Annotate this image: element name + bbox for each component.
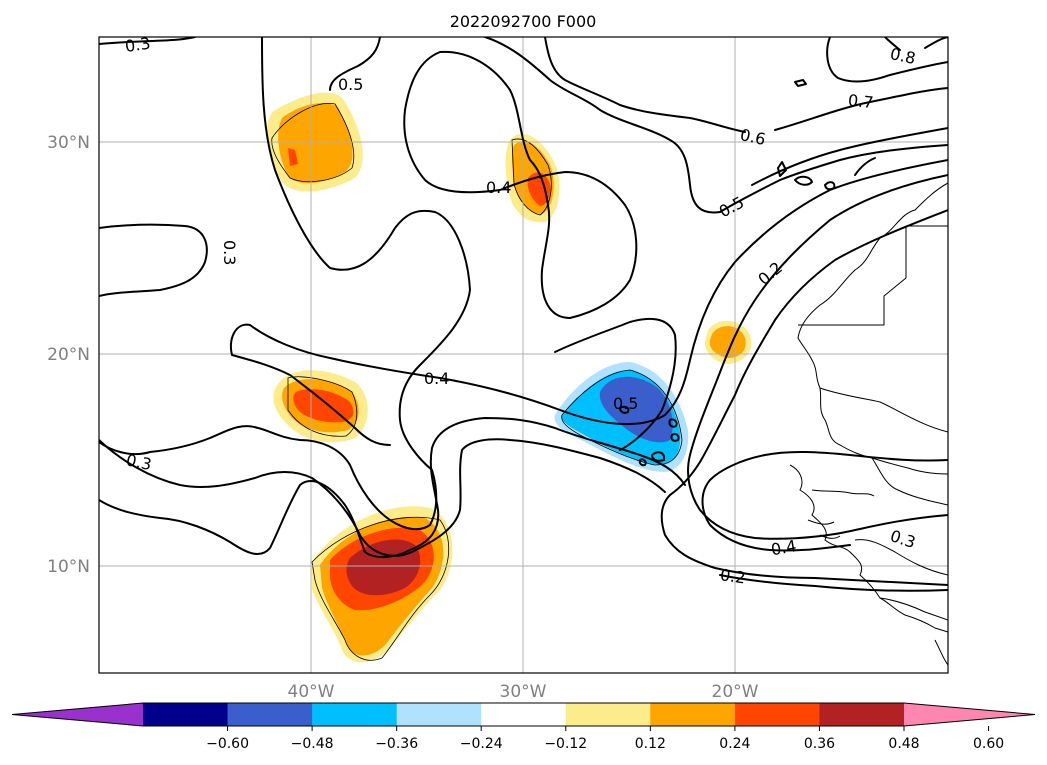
contour-label: 0.8 xyxy=(888,44,917,68)
contour-line xyxy=(826,37,948,83)
colorbar-swatch xyxy=(565,703,651,726)
shaded-outlines xyxy=(271,103,683,661)
contour-label: 0.3 xyxy=(124,450,153,474)
contour-line xyxy=(329,37,381,91)
contour-line xyxy=(774,87,948,131)
lat-tick-label: 20°N xyxy=(47,345,90,365)
lon-tick-label: 20°W xyxy=(712,682,759,702)
colorbar-tick-label: −0.12 xyxy=(544,736,587,752)
contour-line xyxy=(99,223,208,297)
colorbar-tick-label: 0.48 xyxy=(888,736,919,752)
shaded-field xyxy=(267,92,752,663)
lat-tick-labels: 30°N 20°N 10°N xyxy=(47,133,90,577)
contour-line xyxy=(99,37,196,45)
contour-line xyxy=(99,417,686,558)
lon-tick-label: 30°W xyxy=(500,682,547,702)
colorbar-tick-label: −0.36 xyxy=(375,736,418,752)
colorbar-tick-label: −0.24 xyxy=(460,736,503,752)
contour-line xyxy=(638,458,647,467)
contour-line xyxy=(854,157,876,176)
contour-line xyxy=(701,450,948,552)
contour-label: 0.2 xyxy=(719,565,747,587)
lon-tick-labels: 40°W 30°W 20°W xyxy=(288,682,759,702)
colorbar-tick-label: 0.36 xyxy=(804,736,835,752)
colorbar-extend-high xyxy=(904,703,1035,726)
gridlines xyxy=(99,37,948,673)
shaded-region-positive xyxy=(527,172,551,206)
contour-label: 0.4 xyxy=(486,178,511,197)
colorbar-tick-label: 0.24 xyxy=(719,736,750,752)
colorbar-swatch xyxy=(734,703,820,726)
contour-line xyxy=(719,574,948,592)
colorbar-tick-label: 0.60 xyxy=(973,736,1004,752)
colorbar-swatch xyxy=(396,703,482,726)
contour-label: 0.6 xyxy=(738,125,767,149)
contour-line xyxy=(484,37,721,214)
contour-line xyxy=(554,317,677,451)
colorbar-swatch xyxy=(650,703,736,726)
lon-tick-label: 40°W xyxy=(288,682,335,702)
contour-label: 0.5 xyxy=(338,75,363,94)
contour-line xyxy=(651,451,666,462)
contour-line xyxy=(403,50,638,319)
contour-label: 0.3 xyxy=(124,34,152,56)
colorbar: −0.60 −0.48 −0.36 −0.24 −0.12 0.12 0.24 0.36 0.4… xyxy=(11,702,1036,752)
contour-lines xyxy=(99,37,948,592)
contour-line xyxy=(687,174,948,540)
colorbar-outline xyxy=(11,702,1036,727)
contour-label: 0.5 xyxy=(613,394,638,413)
colorbar-extend-low xyxy=(12,703,143,726)
contour-line xyxy=(777,161,787,177)
contour-line xyxy=(719,144,948,213)
contour-line xyxy=(619,405,630,414)
colorbar-swatch xyxy=(481,703,567,726)
contour-line xyxy=(660,209,948,586)
contour-label: 0.7 xyxy=(847,91,874,113)
map-frame xyxy=(98,36,949,674)
lat-tick-label: 10°N xyxy=(47,557,90,577)
contour-line xyxy=(794,79,807,87)
colorbar-swatch xyxy=(312,703,398,726)
colorbar-tick-label: −0.48 xyxy=(291,736,334,752)
contour-line xyxy=(668,418,678,428)
colorbar-swatch xyxy=(227,703,313,726)
contour-line xyxy=(824,181,836,191)
shaded-region-negative xyxy=(599,376,673,443)
contour-line xyxy=(670,432,680,442)
contour-line xyxy=(794,175,813,186)
contour-line xyxy=(99,438,666,557)
colorbar-swatch xyxy=(143,703,229,726)
contour-label: 0.4 xyxy=(424,369,449,388)
colorbar-tick-label: −0.60 xyxy=(206,736,249,752)
colorbar-swatch xyxy=(819,703,905,726)
map-plot-area: 0.3 0.5 0.4 0.6 0.7 0.8 0.5 0.3 0.2 0.4 … xyxy=(99,34,948,673)
contour-label: 0.3 xyxy=(220,240,239,265)
contour-line xyxy=(230,159,948,446)
figure-title: 2022092700 F000 xyxy=(450,12,597,31)
contour-label: 0.4 xyxy=(769,536,797,559)
contour-line xyxy=(544,37,746,133)
lat-tick-label: 30°N xyxy=(47,133,90,153)
contour-line xyxy=(99,37,471,531)
shaded-region-positive xyxy=(288,148,298,166)
colorbar-tick-label: 0.12 xyxy=(635,736,666,752)
